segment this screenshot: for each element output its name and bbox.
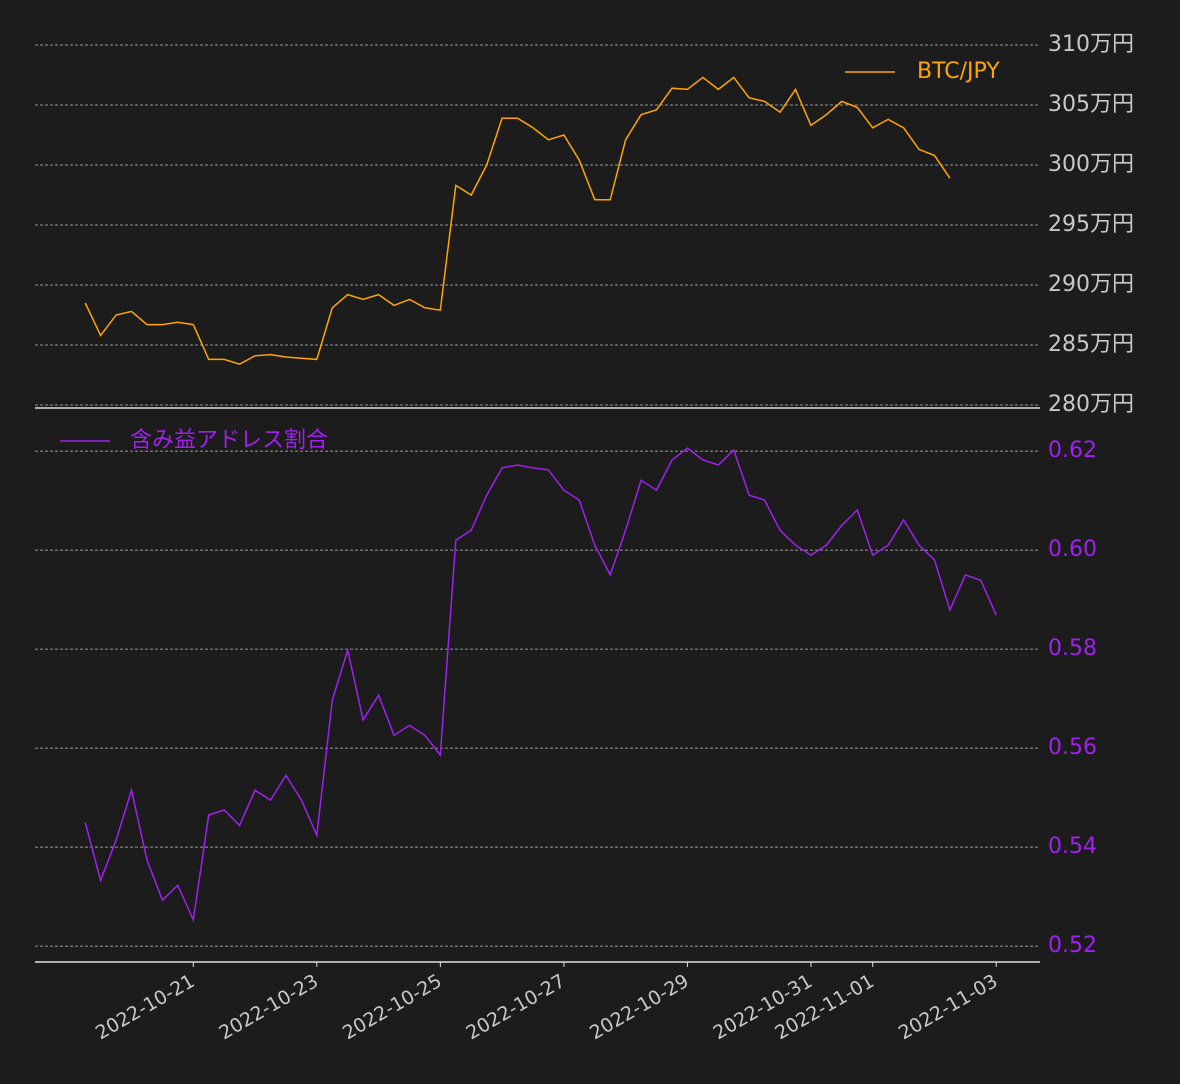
y-tick-label: 280万円 <box>1048 392 1134 417</box>
x-tick-label: 2022-10-23 <box>215 970 322 1044</box>
x-tick-label: 2022-11-03 <box>895 970 1002 1044</box>
y-tick-label: 0.54 <box>1048 834 1097 859</box>
legend-label: BTC/JPY <box>917 59 1000 84</box>
series-line <box>84 76 951 366</box>
y-tick-label: 300万円 <box>1048 152 1134 177</box>
x-tick-label: 2022-10-29 <box>586 970 693 1044</box>
y-tick-label: 305万円 <box>1048 92 1134 117</box>
y-tick-label: 310万円 <box>1048 32 1134 57</box>
y-tick-label: 290万円 <box>1048 272 1134 297</box>
x-tick-label: 2022-10-25 <box>339 970 446 1044</box>
x-tick-label: 2022-10-21 <box>92 970 199 1044</box>
x-tick-label: 2022-10-27 <box>463 970 570 1044</box>
y-tick-label: 295万円 <box>1048 212 1134 237</box>
y-tick-label: 0.52 <box>1048 933 1097 958</box>
series-line <box>84 447 997 923</box>
y-tick-label: 0.56 <box>1048 735 1097 760</box>
legend-label: 含み益アドレス割合 <box>130 428 328 453</box>
y-tick-label: 285万円 <box>1048 332 1134 357</box>
y-tick-label: 0.62 <box>1048 438 1097 463</box>
y-tick-label: 0.58 <box>1048 636 1097 661</box>
y-tick-label: 0.60 <box>1048 537 1097 562</box>
